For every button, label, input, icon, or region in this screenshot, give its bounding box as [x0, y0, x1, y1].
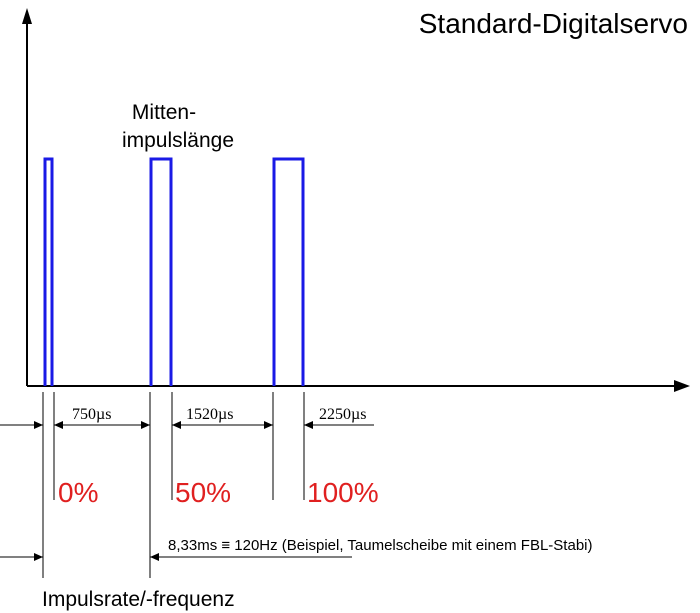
position-label-100: 100%	[307, 477, 379, 508]
pulse-0-percent	[43, 157, 54, 386]
y-axis-arrow-icon	[22, 8, 32, 24]
diagram-title: Standard-Digitalservo	[419, 8, 688, 39]
pulse-group	[43, 157, 305, 386]
center-pulse-label-line2: impulslänge	[122, 129, 234, 152]
pulse-100-percent	[272, 157, 305, 386]
position-label-0: 0%	[58, 477, 98, 508]
pulse-50-percent	[149, 157, 173, 386]
x-axis-arrow-icon	[674, 380, 690, 392]
center-pulse-label-line1: Mitten-	[132, 101, 196, 124]
period-label: 8,33ms ≡ 120Hz (Beispiel, Taumelscheibe …	[168, 537, 593, 554]
position-label-50: 50%	[175, 477, 231, 508]
impulse-rate-label: Impulsrate/-frequenz	[42, 588, 235, 611]
reference-lines	[42, 392, 305, 578]
width-label-750: 750µs	[72, 406, 111, 423]
width-label-1520: 1520µs	[186, 406, 233, 423]
width-label-2250: 2250µs	[319, 406, 366, 423]
